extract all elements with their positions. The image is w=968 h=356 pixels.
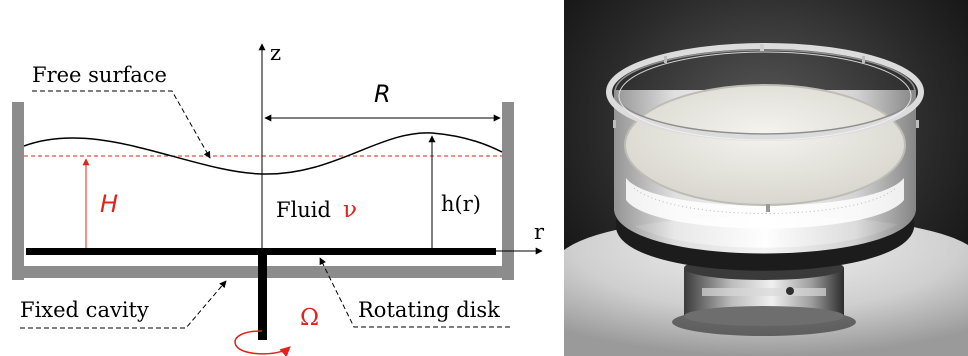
free-surface-leader [32, 90, 211, 159]
rotating-disk [26, 248, 496, 255]
viscosity-symbol: ν [343, 197, 357, 223]
omega-symbol: Ω [300, 305, 319, 331]
free-surface-label: Free surface [32, 63, 167, 87]
rotating-disk-leader [319, 257, 510, 328]
experimental-setup-photo [564, 0, 968, 356]
rotating-disk-label: Rotating disk [358, 298, 500, 322]
r-axis-label: r [534, 220, 545, 244]
left-wall [12, 102, 24, 280]
z-axis-label: z [270, 41, 281, 65]
shaft [258, 253, 267, 340]
rotation-arrow [234, 330, 291, 356]
surface-height-label: h(r) [441, 192, 481, 216]
right-wall [502, 102, 514, 280]
rotating-disk-schematic: z r R Free surface H Fluid ν h(r) Fixed … [12, 41, 545, 356]
fluid-label: Fluid [276, 198, 331, 222]
radius-label: R [374, 80, 391, 108]
free-surface-curve [23, 132, 503, 175]
height-label: H [100, 190, 118, 218]
fixed-cavity-label: Fixed cavity [20, 298, 149, 322]
